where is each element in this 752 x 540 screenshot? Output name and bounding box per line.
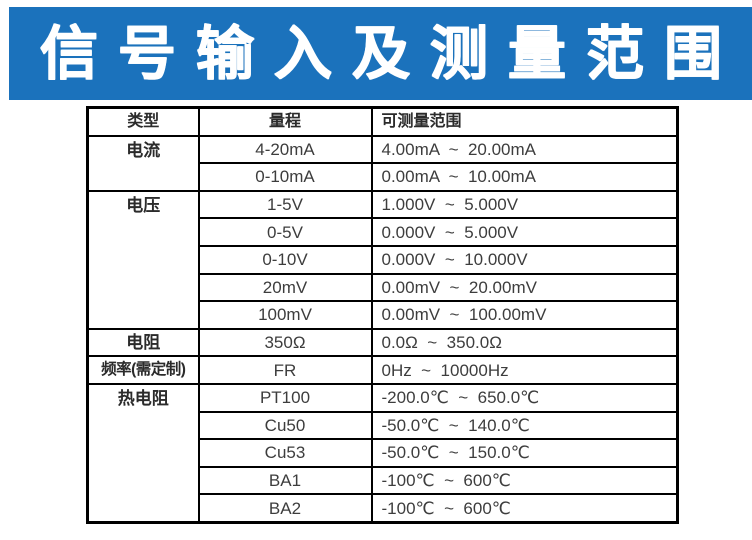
title-banner: 信号输入及测量范围 [9, 7, 752, 100]
measurable-cell: 0.000V ~ 10.000V [370, 244, 679, 275]
type-cell-frequency: 频率(需定制) [86, 355, 200, 385]
measurable-cell: 0.00mV ~ 20.00mV [370, 272, 679, 303]
range-cell: 0-10V [197, 244, 373, 275]
range-cell: BA1 [197, 465, 373, 496]
range-cell: PT100 [197, 382, 373, 413]
table-row: 热电阻 PT100 -200.0℃ ~ 650.0℃ [86, 382, 679, 524]
type-cell-voltage: 电压 [86, 189, 200, 330]
measurable-cell: 0.00mA ~ 10.00mA [370, 162, 679, 192]
range-cell: FR [197, 355, 373, 385]
range-cell: 1-5V [197, 189, 373, 220]
range-cell: 0-10mA [197, 162, 373, 192]
range-cell: Cu53 [197, 438, 373, 468]
table-row: 0-10V 0.000V ~ 10.000V [88, 244, 679, 275]
measurable-cell: -50.0℃ ~ 150.0℃ [370, 438, 679, 468]
range-cell: 0-5V [197, 217, 373, 247]
page-title: 信号输入及测量范围 [39, 20, 742, 86]
col-header-type: 类型 [86, 106, 200, 137]
table-row: 20mV 0.00mV ~ 20.00mV [88, 272, 679, 303]
type-cell-resistance: 电阻 [86, 327, 200, 358]
measurable-cell: -50.0℃ ~ 140.0℃ [370, 410, 679, 441]
table-row: 0-5V 0.000V ~ 5.000V [88, 217, 679, 247]
range-cell: 20mV [197, 272, 373, 303]
measurable-cell: 1.000V ~ 5.000V [370, 189, 679, 220]
measurable-cell: -100℃ ~ 600℃ [370, 493, 679, 524]
table-row: 电流 4-20mA 4.00mA ~ 20.00mA [86, 134, 679, 192]
table-row: Cu53 -50.0℃ ~ 150.0℃ [88, 438, 679, 468]
range-cell: 100mV [197, 300, 373, 330]
range-cell: 4-20mA [197, 134, 373, 165]
table-row: 频率(需定制) FR 0Hz ~ 10000Hz [86, 355, 679, 385]
col-header-measurable: 可测量范围 [370, 106, 679, 137]
signal-range-table: 类型 量程 可测量范围 电流 4-20mA 4.00mA ~ 20.00mA 0… [86, 106, 679, 524]
type-cell-rtd: 热电阻 [86, 382, 200, 524]
table-row: 电压 1-5V 1.000V ~ 5.000V [86, 189, 679, 330]
table-row: Cu50 -50.0℃ ~ 140.0℃ [88, 410, 679, 441]
col-header-range: 量程 [197, 106, 373, 137]
measurable-cell: 0Hz ~ 10000Hz [370, 355, 679, 385]
measurable-cell: -200.0℃ ~ 650.0℃ [370, 382, 679, 413]
range-cell: Cu50 [197, 410, 373, 441]
measurable-cell: 0.00mV ~ 100.00mV [370, 300, 679, 330]
table-row: 电阻 350Ω 0.0Ω ~ 350.0Ω [86, 327, 679, 358]
table-header-row: 类型 量程 可测量范围 [86, 106, 679, 137]
table-row: BA1 -100℃ ~ 600℃ [88, 465, 679, 496]
table-row: 0-10mA 0.00mA ~ 10.00mA [88, 162, 679, 192]
table-row: BA2 -100℃ ~ 600℃ [88, 493, 679, 524]
measurable-cell: -100℃ ~ 600℃ [370, 465, 679, 496]
measurable-cell: 0.0Ω ~ 350.0Ω [370, 327, 679, 358]
range-cell: 350Ω [197, 327, 373, 358]
range-cell: BA2 [197, 493, 373, 524]
type-cell-current: 电流 [86, 134, 200, 192]
measurable-cell: 0.000V ~ 5.000V [370, 217, 679, 247]
table-row: 100mV 0.00mV ~ 100.00mV [88, 300, 679, 330]
measurable-cell: 4.00mA ~ 20.00mA [370, 134, 679, 165]
